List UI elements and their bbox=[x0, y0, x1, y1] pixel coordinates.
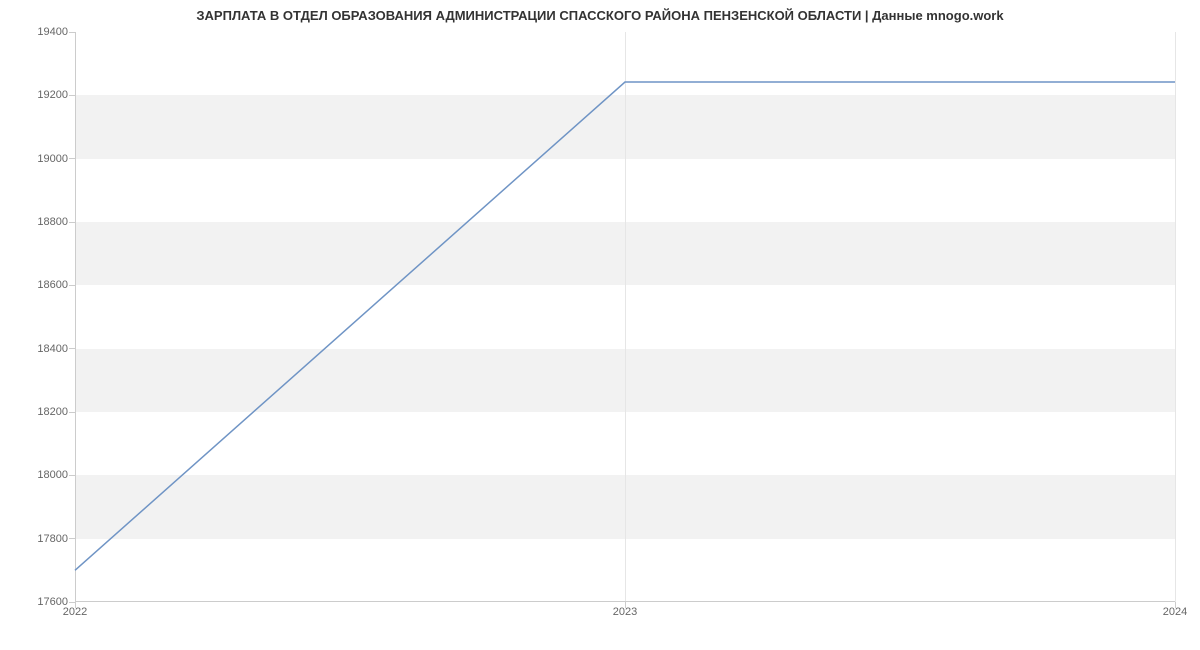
y-tick-label: 17600 bbox=[8, 596, 68, 608]
y-tick-label: 18400 bbox=[8, 343, 68, 355]
y-tick-label: 19200 bbox=[8, 89, 68, 101]
y-tick-label: 18200 bbox=[8, 406, 68, 418]
y-tick-label: 18600 bbox=[8, 279, 68, 291]
y-tick-label: 19000 bbox=[8, 153, 68, 165]
y-tick-label: 18000 bbox=[8, 469, 68, 481]
x-tick-label: 2023 bbox=[613, 606, 637, 618]
y-tick bbox=[69, 222, 75, 223]
x-tick-label: 2024 bbox=[1163, 606, 1187, 618]
y-tick bbox=[69, 158, 75, 159]
y-tick-label: 18800 bbox=[8, 216, 68, 228]
y-tick bbox=[69, 95, 75, 96]
y-tick bbox=[69, 285, 75, 286]
y-tick bbox=[69, 412, 75, 413]
y-tick bbox=[69, 348, 75, 349]
chart-title: ЗАРПЛАТА В ОТДЕЛ ОБРАЗОВАНИЯ АДМИНИСТРАЦ… bbox=[0, 8, 1200, 23]
y-tick-label: 19400 bbox=[8, 26, 68, 38]
y-tick-label: 17800 bbox=[8, 533, 68, 545]
y-tick bbox=[69, 32, 75, 33]
y-tick bbox=[69, 538, 75, 539]
salary-line-chart: ЗАРПЛАТА В ОТДЕЛ ОБРАЗОВАНИЯ АДМИНИСТРАЦ… bbox=[0, 0, 1200, 650]
plot-area bbox=[75, 32, 1175, 602]
x-gridline bbox=[1175, 32, 1176, 602]
line-series bbox=[75, 32, 1175, 602]
series-polyline bbox=[75, 82, 1175, 570]
y-tick bbox=[69, 475, 75, 476]
x-tick-label: 2022 bbox=[63, 606, 87, 618]
